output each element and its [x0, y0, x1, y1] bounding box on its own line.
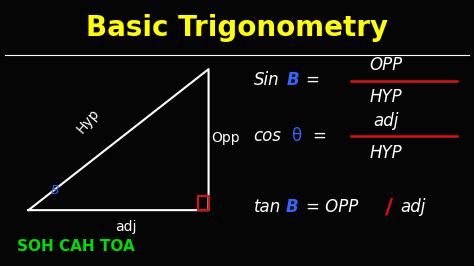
- Text: adj: adj: [374, 112, 399, 130]
- Text: SOH CAH TOA: SOH CAH TOA: [17, 239, 134, 253]
- Text: =: =: [306, 71, 319, 89]
- Text: Sin: Sin: [254, 71, 279, 89]
- Text: adj: adj: [401, 198, 426, 217]
- Text: tan: tan: [254, 198, 281, 217]
- Text: Opp: Opp: [211, 131, 239, 145]
- Text: B: B: [287, 71, 300, 89]
- Text: B: B: [50, 184, 59, 197]
- Text: Hyp: Hyp: [73, 106, 102, 136]
- Text: =: =: [312, 127, 326, 145]
- Text: HYP: HYP: [370, 144, 402, 162]
- Text: cos: cos: [254, 127, 282, 145]
- Text: /: /: [384, 197, 393, 218]
- Text: θ: θ: [292, 127, 301, 145]
- Text: B: B: [286, 198, 299, 217]
- Text: adj: adj: [115, 221, 137, 234]
- Text: HYP: HYP: [370, 88, 402, 106]
- Text: = OPP: = OPP: [306, 198, 358, 217]
- Text: Basic Trigonometry: Basic Trigonometry: [86, 14, 388, 42]
- Text: OPP: OPP: [370, 56, 403, 74]
